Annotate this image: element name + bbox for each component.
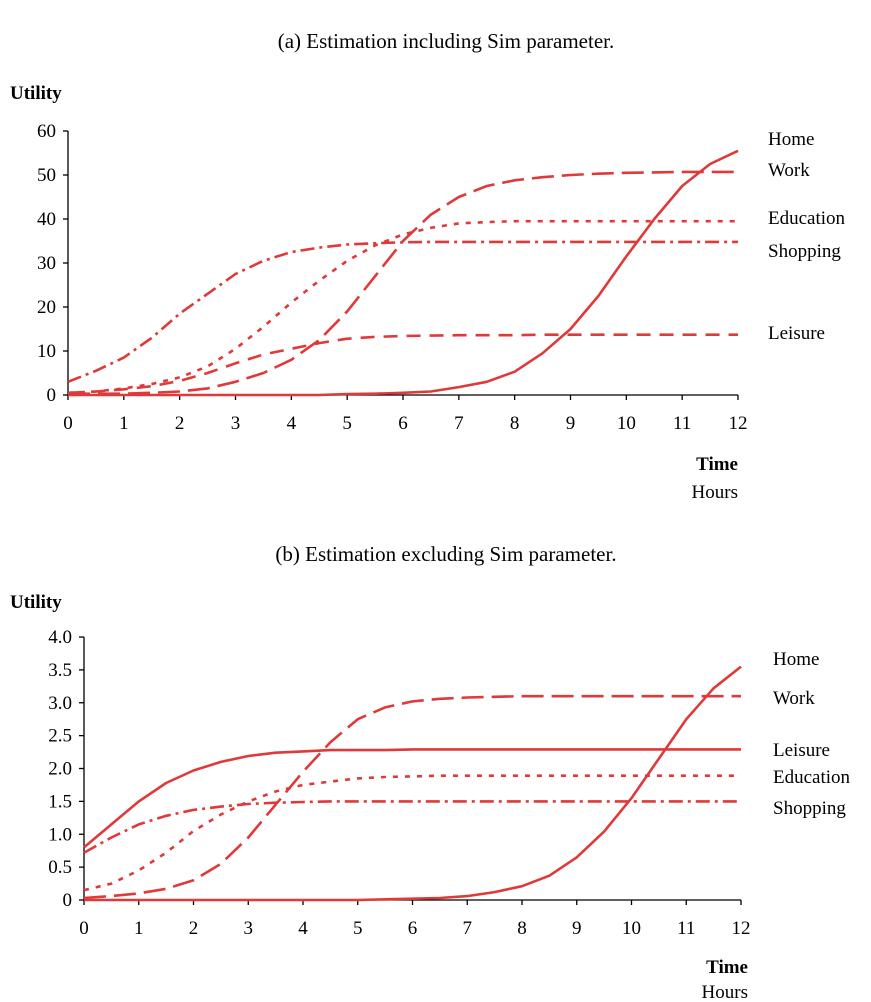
panel-a: (a) Estimation including Sim parameter. … [10,29,846,503]
panel-a-y-tick-label: 30 [37,253,56,274]
panel-a-y-tick-label: 10 [37,341,56,362]
panel-a-series-home [68,149,739,397]
panel-a-x-tick-label: 8 [510,413,520,434]
panel-b-y-tick-label: 2.5 [48,726,72,747]
panel-a-x-tick-label: 11 [673,413,691,434]
panel-b-legend-home: Home [773,649,819,670]
panel-b-y-tick-label: 4.0 [48,627,72,648]
panel-a-x-tick-label: 1 [119,413,129,434]
panel-a-legend-home: Home [768,129,814,150]
panel-b-x-axis-unit: Hours [702,982,748,1002]
panel-b-x-tick-label: 1 [134,918,144,939]
panel-a-x-tick-label: 10 [617,413,636,434]
panel-a-x-tick-label: 7 [454,413,464,434]
panel-b-x-tick-label: 6 [408,918,418,939]
panel-a-x-tick-label: 4 [287,413,297,434]
panel-b-x-tick-label: 12 [732,918,751,939]
panel-b-legend-work: Work [773,688,815,709]
panel-a-y-tick-label: 20 [37,297,56,318]
panel-a-series-work [68,170,738,396]
panel-b-y-tick-label: 3.5 [48,660,72,681]
panel-a-x-tick-label: 12 [729,413,748,434]
panel-a-y-axis-label: Utility [10,83,62,104]
panel-a-series-education [67,219,738,395]
panel-a-y-tick-label: 60 [37,121,56,142]
panel-a-legend-leisure: Leisure [768,323,825,344]
panel-b-y-tick-label: 1.0 [48,824,72,845]
panel-b-series-education [83,774,741,892]
panel-a-x-axis-label: Time [696,454,738,475]
panel-b-series-home [84,665,742,902]
panel-b-x-tick-label: 9 [572,918,582,939]
panel-a-title: (a) Estimation including Sim parameter. [278,29,615,53]
panel-b-y-tick-label: 0.5 [48,857,72,878]
panel-a-x-tick-label: 3 [231,413,241,434]
panel-b-x-tick-label: 7 [463,918,473,939]
panel-b-x-tick-label: 11 [677,918,695,939]
panel-b-legend-leisure: Leisure [773,740,830,761]
panel-b-x-axis-label: Time [706,957,748,978]
panel-a-y-tick-label: 50 [37,165,56,186]
panel-b-series-work [83,694,741,900]
panel-b-series-shopping [83,800,741,854]
panel-b-legend-shopping: Shopping [773,798,846,819]
panel-b-x-tick-label: 4 [298,918,308,939]
panel-b-x-tick-label: 3 [244,918,254,939]
panel-a-legend-work: Work [768,160,810,181]
panel-b-title: (b) Estimation excluding Sim parameter. [275,542,616,566]
panel-b-legend-education: Education [773,767,851,788]
panel-b-x-tick-label: 5 [353,918,363,939]
panel-a-y-tick-label: 0 [47,385,57,406]
panel-b-x-tick-label: 10 [622,918,641,939]
panel-a-x-tick-label: 0 [63,413,73,434]
panel-a-x-tick-label: 2 [175,413,185,434]
panel-b-x-tick-label: 2 [189,918,199,939]
panel-b-y-tick-label: 3.0 [48,693,72,714]
panel-a-legend-education: Education [768,208,846,229]
panel-b-y-axis-label: Utility [10,592,62,613]
panel-b-y-tick-label: 0 [63,890,73,911]
panel-b-x-tick-label: 0 [79,918,89,939]
panel-a-x-tick-label: 5 [342,413,352,434]
panel-a-y-tick-label: 40 [37,209,56,230]
panel-a-legend-shopping: Shopping [768,241,841,262]
panel-b-y-tick-label: 2.0 [48,759,72,780]
panel-a-series-shopping [67,240,738,384]
panel-b-series-leisure [83,748,741,849]
panel-b: (b) Estimation excluding Sim parameter. … [10,542,851,1002]
panel-a-x-axis-unit: Hours [692,482,738,503]
panel-a-x-tick-label: 6 [398,413,408,434]
panel-b-y-tick-label: 1.5 [48,791,72,812]
panel-a-series-leisure [67,333,738,395]
panel-b-x-tick-label: 8 [517,918,527,939]
panel-a-x-tick-label: 9 [566,413,576,434]
